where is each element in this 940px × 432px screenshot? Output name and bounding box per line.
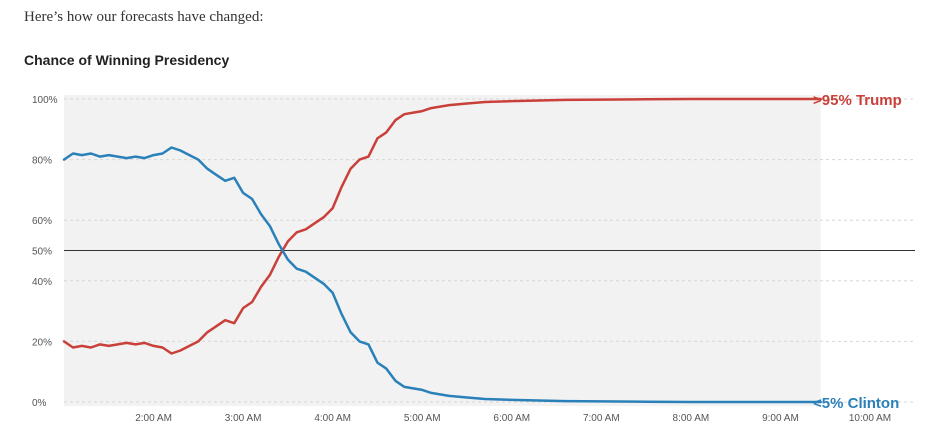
x-tick-label: 8:00 AM	[673, 413, 710, 424]
x-tick-label: 4:00 AM	[314, 413, 351, 424]
x-tick-label: 6:00 AM	[493, 413, 530, 424]
y-tick-label: 0%	[32, 398, 47, 409]
y-tick-label: 40%	[32, 277, 52, 288]
axis-tick-labels: 100% 80% 60% 50% 40% 20% 0% 2:00 AM 3:00 AM 4:00 …	[32, 95, 891, 424]
y-tick-label: 50%	[32, 247, 52, 258]
x-tick-label: 5:00 AM	[404, 413, 441, 424]
y-tick-label: 20%	[32, 337, 52, 348]
series-lines	[62, 97, 822, 404]
x-tick-label: 2:00 AM	[135, 413, 172, 424]
chart-title: Chance of Winning Presidency	[24, 52, 230, 68]
x-tick-label: 7:00 AM	[583, 413, 620, 424]
series-end-label-trump: >95% Trump	[813, 92, 902, 109]
y-tick-label: 80%	[32, 156, 52, 167]
x-tick-label: 9:00 AM	[762, 413, 799, 424]
series-end-label-clinton: <5% Clinton	[813, 395, 899, 412]
series-end-labels: >95% Trump <5% Clinton	[813, 92, 902, 412]
y-tick-label: 60%	[32, 216, 52, 227]
x-tick-label: 10:00 AM	[849, 413, 891, 424]
intro-text: Here’s how our forecasts have changed:	[24, 9, 264, 25]
y-tick-label: 100%	[32, 95, 58, 106]
x-tick-label: 3:00 AM	[225, 413, 262, 424]
series-line-trump	[62, 97, 822, 355]
series-line-clinton	[62, 146, 822, 404]
